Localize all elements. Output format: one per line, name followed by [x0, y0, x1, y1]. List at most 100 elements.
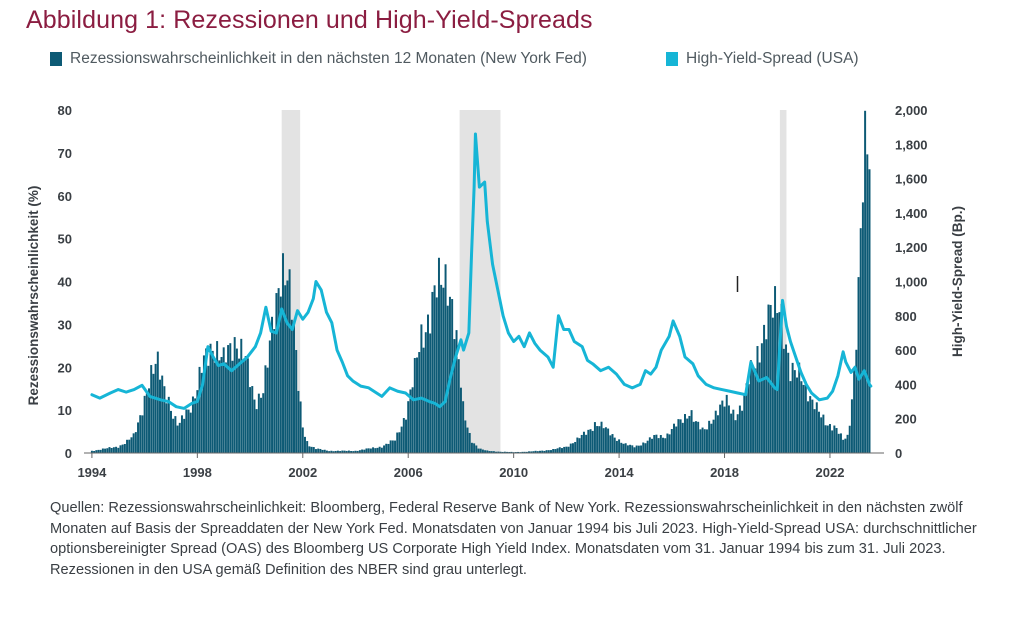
- bar-recession-probability: [350, 451, 353, 453]
- bar-recession-probability: [367, 448, 370, 453]
- bar-recession-probability: [150, 365, 153, 453]
- bar-recession-probability: [255, 409, 258, 453]
- bar-recession-probability: [598, 426, 601, 453]
- bar-recession-probability: [831, 430, 834, 453]
- bar-recession-probability: [655, 434, 658, 453]
- bar-recession-probability: [132, 433, 135, 453]
- bar-recession-probability: [607, 428, 610, 453]
- bar-recession-probability: [420, 324, 423, 453]
- bar-recession-probability: [629, 444, 632, 453]
- bar-recession-probability: [380, 447, 383, 453]
- x-tick-label: 1998: [183, 465, 212, 480]
- bar-recession-probability: [440, 284, 443, 453]
- bar-recession-probability: [822, 414, 825, 453]
- bar-recession-probability: [473, 443, 476, 453]
- bar-recession-probability: [240, 338, 243, 453]
- bar-recession-probability: [708, 420, 711, 453]
- bar-recession-probability: [853, 367, 856, 453]
- bar-recession-probability: [763, 324, 766, 453]
- bar-recession-probability: [477, 448, 480, 453]
- bar-recession-probability: [354, 450, 357, 453]
- x-tick-label: 2010: [499, 465, 528, 480]
- bar-recession-probability: [376, 447, 379, 453]
- bar-recession-probability: [864, 110, 867, 453]
- bar-recession-probability: [312, 447, 315, 453]
- bar-recession-probability: [128, 439, 131, 453]
- bar-recession-probability: [159, 379, 161, 453]
- bar-recession-probability: [723, 406, 726, 453]
- bar-recession-probability: [180, 415, 183, 453]
- bar-recession-probability: [288, 269, 291, 453]
- y-right-axis-label: High-Yield-Spread (Bp.): [950, 206, 965, 357]
- bar-recession-probability: [99, 449, 102, 453]
- bar-recession-probability: [697, 421, 700, 453]
- bar-recession-probability: [809, 396, 812, 453]
- bar-recession-probability: [536, 451, 539, 453]
- bar-recession-probability: [596, 426, 599, 453]
- bar-recession-probability: [609, 435, 612, 453]
- bar-recession-probability: [330, 450, 333, 453]
- bar-recession-probability: [361, 449, 364, 453]
- bar-recession-probability: [615, 440, 618, 453]
- bar-recession-probability: [328, 451, 331, 453]
- bar-recession-probability: [813, 409, 816, 453]
- bar-recession-probability: [782, 348, 785, 453]
- bar-recession-probability: [378, 446, 381, 453]
- bar-recession-probability: [202, 355, 205, 453]
- bar-recession-probability: [857, 277, 860, 453]
- bar-recession-probability: [207, 365, 210, 453]
- bar-recession-probability: [859, 228, 862, 453]
- bar-recession-probability: [765, 339, 768, 453]
- bar-recession-probability: [398, 432, 401, 453]
- legend-item-recession-probability: Rezessionswahrscheinlichkeit in den näch…: [50, 50, 587, 68]
- bar-recession-probability: [427, 314, 429, 453]
- bar-recession-probability: [123, 444, 126, 453]
- bar-recession-probability: [402, 418, 405, 453]
- bar-recession-probability: [725, 394, 728, 453]
- bar-recession-probability: [343, 450, 346, 453]
- bar-recession-probability: [664, 438, 667, 453]
- y-left-tick-label: 20: [58, 360, 72, 375]
- bar-series-recession-probability: [90, 110, 871, 453]
- bar-recession-probability: [400, 426, 403, 453]
- bar-recession-probability: [444, 264, 447, 453]
- bar-recession-probability: [541, 450, 544, 453]
- bar-recession-probability: [429, 333, 432, 453]
- bar-recession-probability: [152, 373, 155, 453]
- y-left-tick-label: 40: [58, 275, 72, 290]
- bar-recession-probability: [97, 449, 100, 453]
- bar-recession-probability: [727, 405, 730, 453]
- bar-recession-probability: [319, 448, 322, 453]
- bar-recession-probability: [684, 414, 686, 453]
- bar-recession-probability: [249, 387, 252, 453]
- chart-axes: 1994 1998 2002 2006 2010 2014 2018 2022 0 10 20 30 4…: [26, 103, 965, 480]
- bar-recession-probability: [306, 441, 309, 453]
- bar-recession-probability: [282, 253, 284, 453]
- bar-recession-probability: [308, 446, 311, 453]
- bar-recession-probability: [817, 411, 820, 453]
- bar-recession-probability: [848, 425, 851, 453]
- bar-recession-probability: [580, 434, 583, 453]
- y-left-tick-label: 80: [58, 103, 72, 118]
- bar-recession-probability: [604, 427, 607, 453]
- bar-recession-probability: [246, 358, 249, 453]
- bar-recession-probability: [185, 409, 188, 453]
- bar-recession-probability: [314, 449, 317, 453]
- bar-recession-probability: [433, 285, 436, 453]
- bar-recession-probability: [416, 357, 418, 453]
- bar-recession-probability: [484, 450, 487, 453]
- bar-recession-probability: [339, 451, 342, 453]
- bar-recession-probability: [705, 429, 708, 453]
- bar-recession-probability: [701, 427, 704, 453]
- bar-recession-probability: [407, 401, 410, 453]
- bar-recession-probability: [560, 448, 563, 453]
- bar-recession-probability: [624, 443, 627, 453]
- bar-recession-probability: [220, 357, 223, 453]
- bar-recession-probability: [846, 434, 849, 453]
- bar-recession-probability: [657, 438, 660, 453]
- bar-recession-probability: [115, 446, 118, 453]
- bar-recession-probability: [227, 345, 230, 453]
- bar-recession-probability: [266, 367, 269, 453]
- bar-recession-probability: [268, 340, 271, 453]
- legend-item-high-yield-spread: High-Yield-Spread (USA): [666, 50, 859, 68]
